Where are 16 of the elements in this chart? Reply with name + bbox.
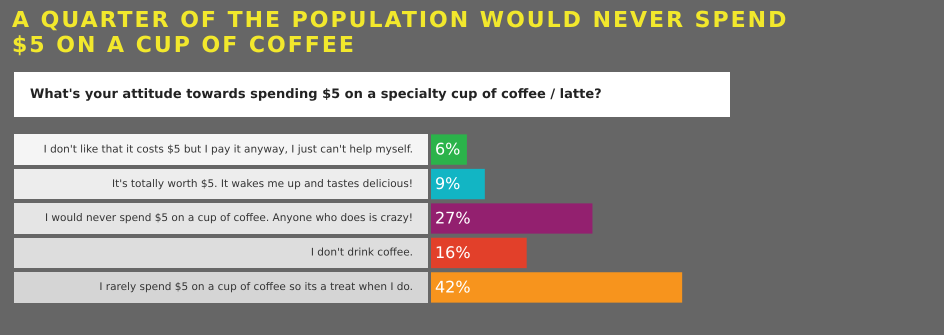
chart-title: A QUARTER OF THE POPULATION WOULD NEVER SPEND $5 ON A CUP OF COFFEE bbox=[12, 8, 790, 58]
data-label: 6% bbox=[435, 140, 460, 159]
data-label: 16% bbox=[435, 243, 471, 262]
y-tick-label: I would never spend $5 on a cup of coffee. Anyone who does is crazy! bbox=[45, 212, 413, 224]
data-label: 42% bbox=[435, 278, 471, 297]
y-tick-label: I rarely spend $5 on a cup of coffee so its a treat when I do. bbox=[99, 281, 413, 294]
bar bbox=[431, 168, 485, 200]
data-label: 27% bbox=[435, 208, 471, 228]
bar bbox=[431, 238, 527, 268]
data-label: 9% bbox=[435, 174, 460, 194]
y-tick-label: I don't drink coffee. bbox=[310, 246, 413, 259]
bar bbox=[431, 203, 592, 234]
bar bbox=[431, 272, 682, 303]
y-tick-label: I don't like that it costs $5 but I pay it anyway, I just can't help myself. bbox=[44, 143, 413, 156]
text: What's your attitude towards spending $5 on a specialty cup of coffee / latte? bbox=[14, 72, 730, 117]
y-tick-label: It's totally worth $5. It wakes me up and tastes delicious! bbox=[112, 178, 413, 190]
